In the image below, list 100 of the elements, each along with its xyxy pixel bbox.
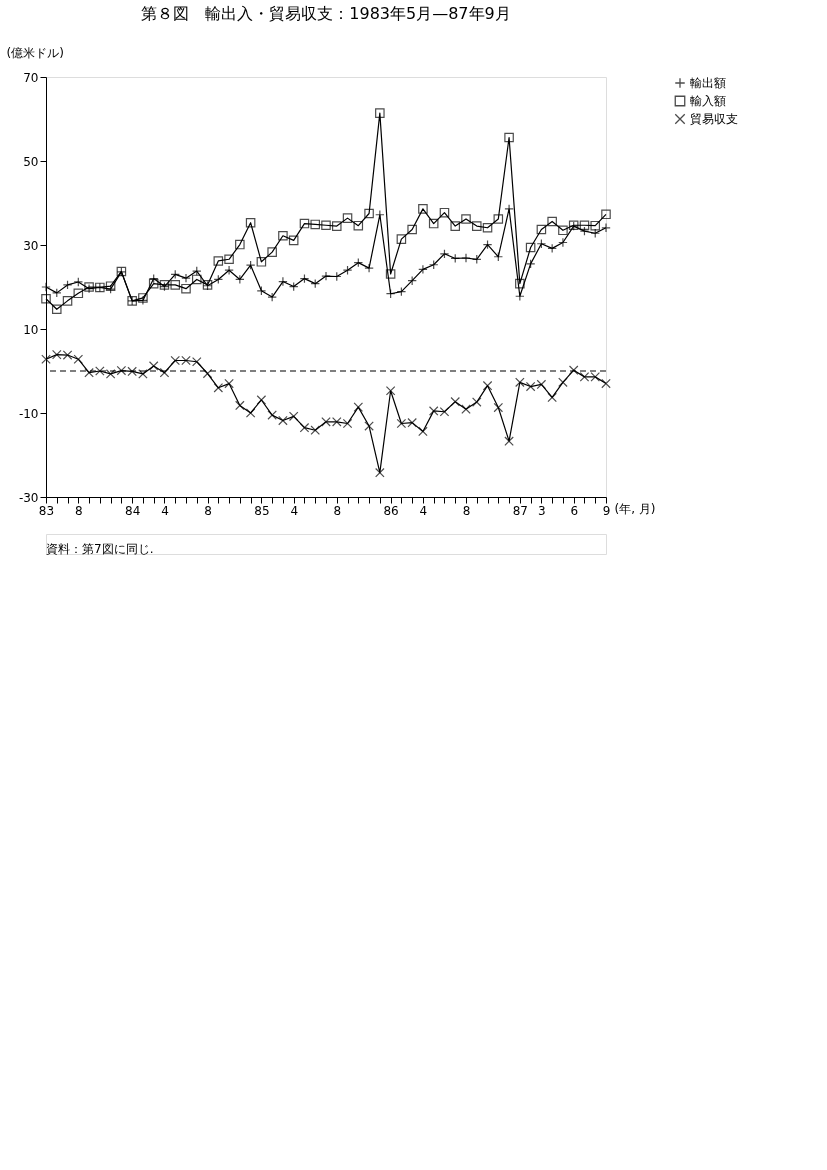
point bbox=[385, 269, 396, 279]
x-tick-label: 4 bbox=[419, 503, 428, 518]
point bbox=[342, 213, 353, 223]
point bbox=[62, 296, 73, 306]
point bbox=[353, 220, 364, 231]
x-tick-label: 8 bbox=[333, 503, 342, 518]
point bbox=[579, 220, 590, 231]
x-axis-title: (年, 月) bbox=[614, 501, 656, 516]
point bbox=[482, 380, 493, 391]
x-tick-label: 85 bbox=[254, 503, 270, 518]
y-axis-title: (億米ドル) bbox=[6, 45, 64, 60]
point bbox=[471, 397, 482, 407]
point bbox=[407, 224, 417, 235]
point bbox=[41, 354, 51, 365]
point bbox=[148, 278, 159, 289]
point bbox=[353, 402, 364, 412]
point bbox=[439, 207, 450, 218]
point bbox=[310, 219, 321, 230]
x-tick-label: 9 bbox=[602, 503, 611, 518]
x-tick-label: 83 bbox=[38, 503, 55, 518]
point bbox=[148, 361, 159, 371]
y-tick-label: 30 bbox=[23, 238, 39, 253]
point bbox=[568, 365, 579, 375]
legend-label: 輸入額 bbox=[690, 94, 726, 108]
point bbox=[73, 354, 84, 365]
point bbox=[191, 274, 202, 285]
x-tick-label: 4 bbox=[161, 503, 169, 518]
x-tick-label: 8 bbox=[74, 503, 83, 518]
point bbox=[396, 234, 407, 244]
point bbox=[471, 221, 482, 231]
point bbox=[482, 223, 493, 233]
point bbox=[256, 395, 267, 405]
x-tick-label: 84 bbox=[125, 503, 141, 518]
point bbox=[547, 216, 557, 227]
y-tick-label: 10 bbox=[23, 322, 39, 337]
point bbox=[418, 204, 428, 214]
point bbox=[213, 256, 224, 266]
y-tick-label: -10 bbox=[18, 406, 39, 421]
point bbox=[51, 304, 62, 315]
point bbox=[493, 214, 504, 224]
point bbox=[278, 415, 288, 426]
point bbox=[159, 367, 170, 378]
point bbox=[461, 214, 471, 224]
point bbox=[105, 369, 116, 379]
point bbox=[331, 221, 342, 231]
point bbox=[213, 383, 224, 393]
point bbox=[288, 411, 299, 422]
point bbox=[461, 404, 471, 414]
point bbox=[267, 410, 277, 420]
point bbox=[321, 220, 331, 231]
point bbox=[299, 218, 310, 229]
point bbox=[364, 421, 374, 431]
legend-label: 輸出額 bbox=[690, 76, 726, 90]
point bbox=[224, 378, 234, 389]
point bbox=[493, 402, 504, 413]
point bbox=[536, 224, 547, 235]
point bbox=[515, 278, 525, 289]
point bbox=[525, 242, 536, 253]
point bbox=[547, 392, 557, 403]
point bbox=[364, 208, 374, 219]
point bbox=[299, 422, 310, 433]
legend-label: 貿易収支 bbox=[690, 112, 738, 126]
point bbox=[235, 400, 245, 411]
chart-title: 第８図 輸出入・貿易収支：1983年5月—87年9月 bbox=[141, 4, 511, 23]
x-tick-label: 3 bbox=[538, 503, 546, 518]
x-tick-label: 86 bbox=[383, 503, 399, 518]
x-tick-label: 8 bbox=[462, 503, 471, 518]
point bbox=[138, 369, 148, 379]
point bbox=[278, 230, 288, 241]
point bbox=[288, 235, 299, 246]
y-tick-label: 50 bbox=[23, 154, 39, 169]
point bbox=[504, 132, 514, 143]
point bbox=[428, 218, 439, 229]
point bbox=[601, 378, 611, 389]
point bbox=[418, 426, 428, 437]
point bbox=[601, 209, 611, 220]
point bbox=[235, 239, 245, 250]
point bbox=[558, 377, 568, 388]
point bbox=[375, 467, 385, 478]
x-tick-label: 8 bbox=[204, 503, 212, 518]
point bbox=[267, 247, 277, 257]
point bbox=[504, 436, 514, 446]
text: 資料：第7図に同じ. bbox=[46, 542, 154, 556]
x-tick-label: 4 bbox=[290, 503, 299, 518]
point bbox=[73, 288, 84, 299]
x-tick-label: 6 bbox=[570, 503, 579, 518]
point bbox=[450, 221, 461, 231]
point bbox=[245, 217, 256, 228]
y-tick-label: -30 bbox=[18, 490, 39, 505]
point bbox=[385, 385, 396, 396]
y-tick-label: 70 bbox=[23, 70, 39, 85]
point bbox=[515, 377, 525, 388]
point bbox=[310, 425, 321, 435]
point bbox=[590, 220, 601, 231]
point bbox=[375, 108, 385, 118]
x-tick-label: 87 bbox=[512, 503, 528, 518]
point bbox=[181, 283, 191, 294]
point bbox=[256, 257, 267, 267]
point bbox=[41, 293, 51, 304]
point bbox=[245, 408, 256, 418]
